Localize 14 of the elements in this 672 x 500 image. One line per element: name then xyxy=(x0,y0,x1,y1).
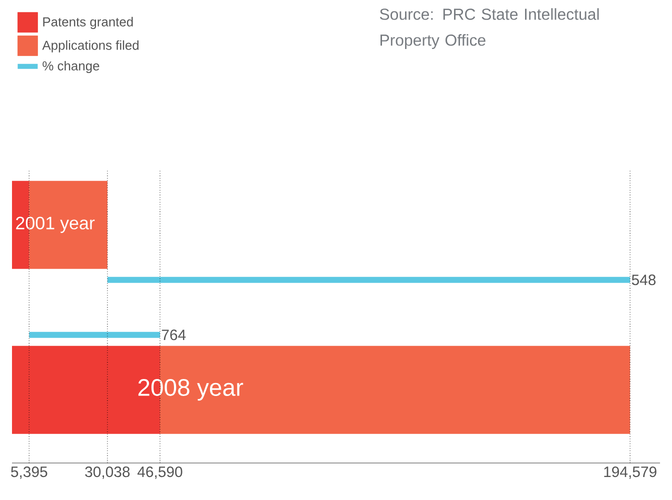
legend-label: Applications filed xyxy=(42,40,139,52)
x-tick-label: 30,038 xyxy=(85,466,130,479)
source-note: Source: PRC State Intellectual Property Office xyxy=(380,8,599,49)
x-tick-label: 5,395 xyxy=(11,466,48,479)
legend-label: % change xyxy=(42,60,100,74)
bar xyxy=(107,276,630,283)
annotation: 764 xyxy=(162,330,186,340)
x-tick-label: 194,579 xyxy=(604,466,656,479)
x-tick-label: 46,590 xyxy=(137,466,182,479)
y-tick-label: 2008 year xyxy=(138,379,244,401)
annotation: 548 xyxy=(632,274,656,286)
legend-label: Patents granted xyxy=(43,16,133,30)
y-tick-label: 2001 year xyxy=(16,216,95,233)
bar xyxy=(29,332,160,338)
